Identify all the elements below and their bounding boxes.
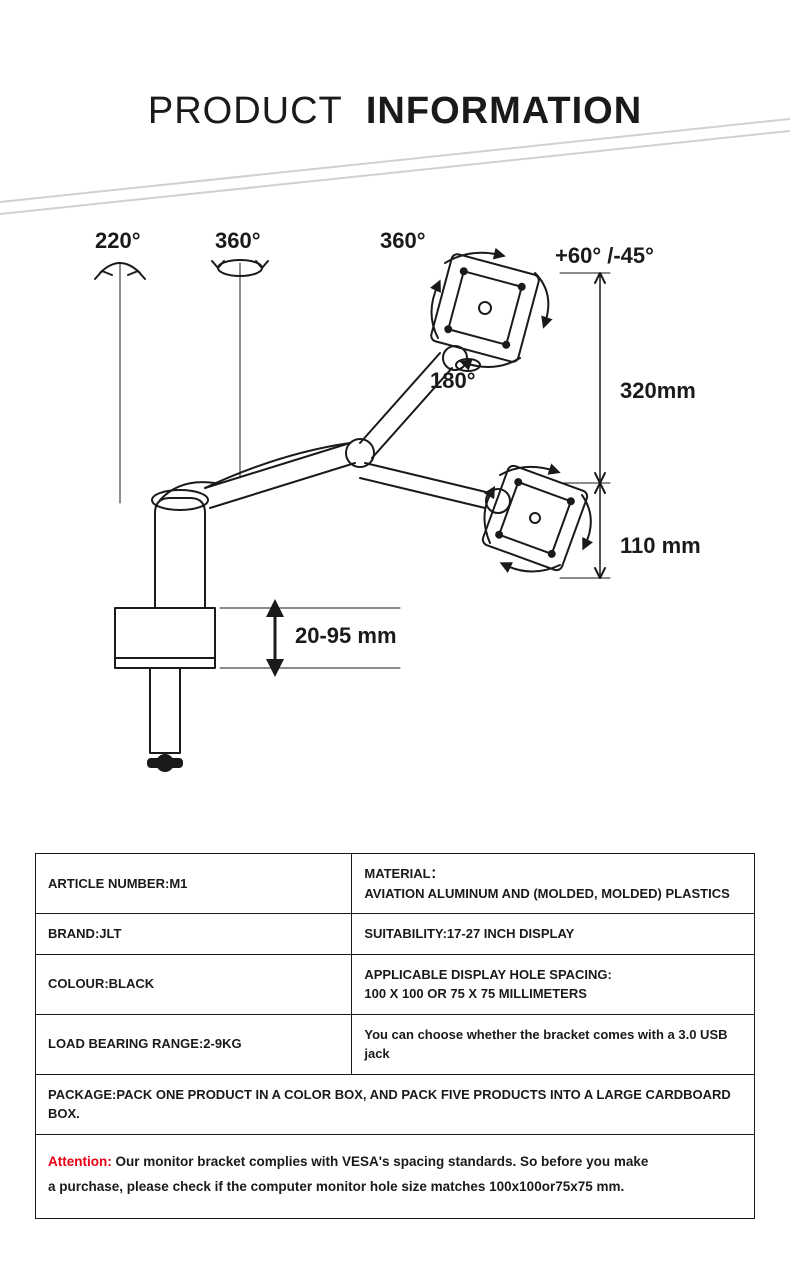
table-row: BRAND:JLT SUITABILITY:17-27 INCH DISPLAY	[36, 914, 755, 955]
cell-article: ARTICLE NUMBER:M1	[36, 854, 352, 914]
attention-label: Attention:	[48, 1154, 112, 1169]
cell-colour: COLOUR:BLACK	[36, 954, 352, 1014]
page-title: PRODUCT INFORMATION	[0, 90, 790, 133]
cell-material: MATERIAL： AVIATION ALUMINUM AND (MOLDED,…	[352, 854, 755, 914]
spec-table: ARTICLE NUMBER:M1 MATERIAL： AVIATION ALU…	[35, 853, 755, 1135]
attention-box: Attention: Our monitor bracket complies …	[35, 1135, 755, 1219]
header: PRODUCT INFORMATION	[0, 0, 790, 133]
cell-hole-spacing: APPLICABLE DISPLAY HOLE SPACING: 100 X 1…	[352, 954, 755, 1014]
attention-text: Our monitor bracket complies with VESA's…	[48, 1154, 648, 1195]
cell-brand: BRAND:JLT	[36, 914, 352, 955]
divider-line	[0, 125, 790, 221]
cell-package: PACKAGE:PACK ONE PRODUCT IN A COLOR BOX,…	[36, 1074, 755, 1134]
table-row: LOAD BEARING RANGE:2-9KG You can choose …	[36, 1014, 755, 1074]
table-row: ARTICLE NUMBER:M1 MATERIAL： AVIATION ALU…	[36, 854, 755, 914]
cell-suitability: SUITABILITY:17-27 INCH DISPLAY	[352, 914, 755, 955]
cell-usb: You can choose whether the bracket comes…	[352, 1014, 755, 1074]
diagram-svg	[0, 213, 790, 833]
product-diagram: 220° 360° 360° +60° /-45° 180° 320mm 110…	[0, 213, 790, 833]
title-light: PRODUCT	[148, 90, 343, 132]
title-bold: INFORMATION	[366, 90, 642, 132]
cell-load: LOAD BEARING RANGE:2-9KG	[36, 1014, 352, 1074]
table-row: PACKAGE:PACK ONE PRODUCT IN A COLOR BOX,…	[36, 1074, 755, 1134]
table-row: COLOUR:BLACK APPLICABLE DISPLAY HOLE SPA…	[36, 954, 755, 1014]
